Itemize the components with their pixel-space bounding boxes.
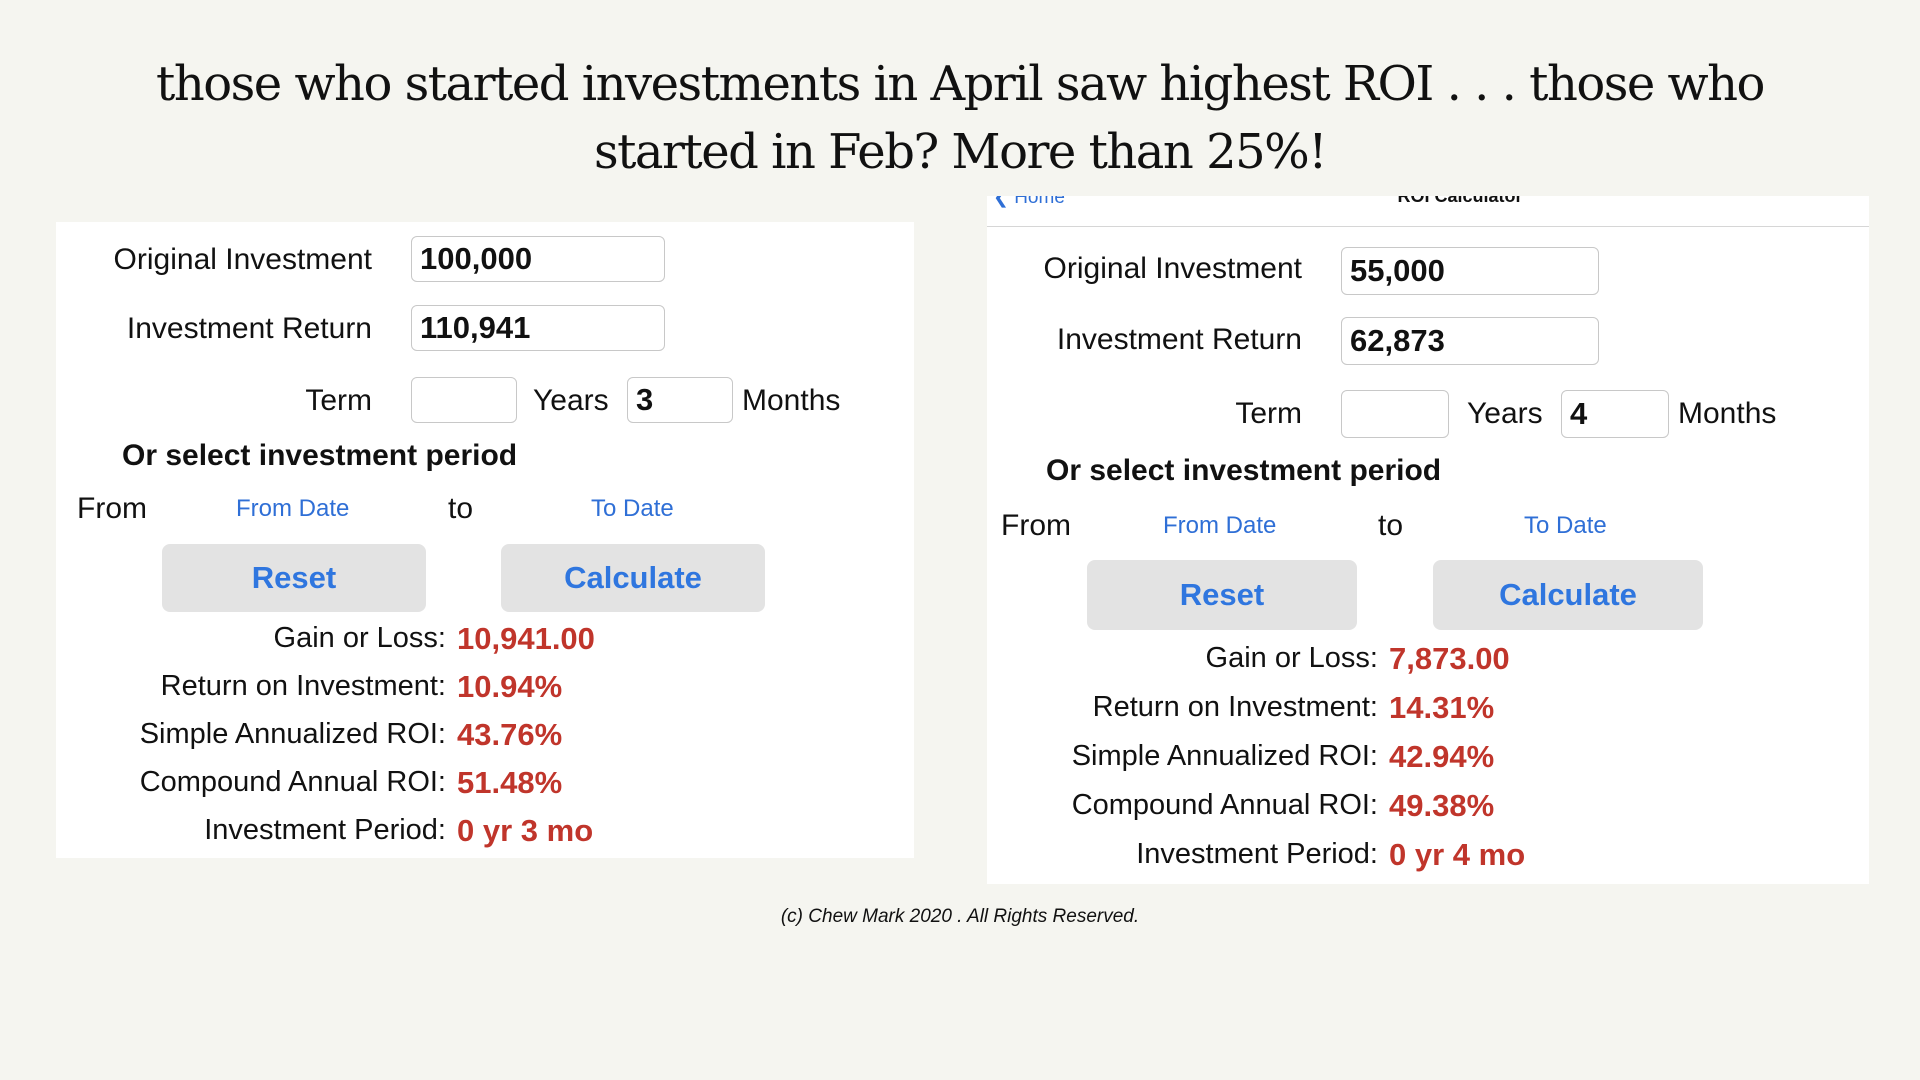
from-label: From [1001, 509, 1071, 542]
roi-value: 14.31% [1389, 690, 1495, 725]
term-label: Term [1235, 397, 1302, 430]
nav-title: ROI Calculator [1397, 196, 1523, 206]
reset-button[interactable]: Reset [1087, 560, 1357, 630]
term-years-field[interactable] [411, 377, 517, 423]
gain-loss-value: 10,941.00 [457, 621, 595, 656]
years-label: Years [533, 384, 609, 417]
roi-calculator-panel-left: Original Investment 100,000 Investment R… [56, 222, 914, 858]
term-months-field[interactable]: 4 [1561, 390, 1669, 438]
investment-return-field[interactable]: 62,873 [1341, 317, 1599, 365]
roi-calculator-panel-right: ❮ Home ROI Calculator Original Investmen… [987, 196, 1869, 884]
to-label: to [448, 492, 474, 525]
compound-annual-roi-label: Compound Annual ROI: [1071, 789, 1378, 821]
to-label: to [1378, 509, 1404, 542]
years-label: Years [1467, 397, 1543, 430]
calculate-button[interactable]: Calculate [1433, 560, 1703, 630]
simple-annualized-roi-label: Simple Annualized ROI: [139, 718, 446, 750]
original-investment-label: Original Investment [113, 243, 372, 276]
roi-label: Return on Investment: [160, 670, 446, 702]
compound-annual-roi-value: 49.38% [1389, 788, 1495, 823]
term-years-field[interactable] [1341, 390, 1449, 438]
investment-return-label: Investment Return [126, 312, 372, 345]
from-date-link[interactable]: From Date [1163, 512, 1277, 539]
calculate-button[interactable]: Calculate [501, 544, 765, 612]
from-date-link[interactable]: From Date [236, 495, 350, 522]
simple-annualized-roi-value: 43.76% [457, 717, 563, 752]
roi-value: 10.94% [457, 669, 563, 704]
reset-button[interactable]: Reset [162, 544, 426, 612]
back-button[interactable]: ❮ Home [993, 196, 1065, 209]
months-label: Months [1678, 397, 1777, 430]
investment-period-heading: Or select investment period [1046, 454, 1442, 487]
compound-annual-roi-value: 51.48% [457, 765, 563, 800]
term-months-field[interactable]: 3 [627, 377, 733, 423]
months-label: Months [742, 384, 841, 417]
back-label: Home [1014, 196, 1065, 208]
term-label: Term [305, 384, 372, 417]
roi-label: Return on Investment: [1092, 691, 1378, 723]
original-investment-field[interactable]: 100,000 [411, 236, 665, 282]
investment-period-value: 0 yr 4 mo [1389, 837, 1526, 872]
simple-annualized-roi-value: 42.94% [1389, 739, 1495, 774]
investment-return-label: Investment Return [1056, 323, 1302, 356]
slide-title: those who started investments in April s… [156, 56, 1765, 180]
nav-bar: ❮ Home ROI Calculator [987, 196, 1869, 227]
to-date-link[interactable]: To Date [591, 495, 674, 522]
investment-period-label: Investment Period: [204, 814, 446, 846]
to-date-link[interactable]: To Date [1524, 512, 1607, 539]
investment-period-heading: Or select investment period [122, 439, 518, 472]
gain-loss-label: Gain or Loss: [273, 622, 446, 654]
chevron-left-icon: ❮ [993, 196, 1009, 208]
copyright-footer: (c) Chew Mark 2020 . All Rights Reserved… [780, 906, 1140, 927]
original-investment-field[interactable]: 55,000 [1341, 247, 1599, 295]
investment-period-value: 0 yr 3 mo [457, 813, 594, 848]
gain-loss-value: 7,873.00 [1389, 641, 1510, 676]
original-investment-label: Original Investment [1043, 252, 1302, 285]
investment-return-field[interactable]: 110,941 [411, 305, 665, 351]
investment-period-label: Investment Period: [1136, 838, 1378, 870]
gain-loss-label: Gain or Loss: [1205, 642, 1378, 674]
simple-annualized-roi-label: Simple Annualized ROI: [1071, 740, 1378, 772]
from-label: From [77, 492, 147, 525]
compound-annual-roi-label: Compound Annual ROI: [139, 766, 446, 798]
